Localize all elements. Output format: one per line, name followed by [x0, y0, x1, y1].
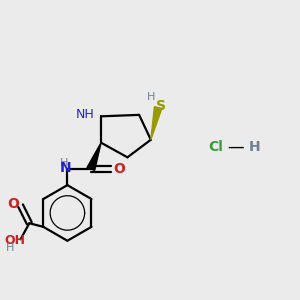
Text: H: H	[6, 243, 14, 253]
Polygon shape	[87, 143, 101, 170]
Text: N: N	[60, 161, 71, 175]
Text: —: —	[227, 138, 244, 156]
Polygon shape	[151, 107, 162, 140]
Text: O: O	[113, 162, 125, 176]
Text: O: O	[7, 197, 19, 211]
Text: H: H	[60, 158, 68, 168]
Text: Cl: Cl	[208, 140, 223, 154]
Text: H: H	[249, 140, 261, 154]
Text: NH: NH	[76, 108, 94, 122]
Text: S: S	[156, 99, 166, 113]
Text: OH: OH	[4, 234, 25, 247]
Text: H: H	[147, 92, 155, 102]
